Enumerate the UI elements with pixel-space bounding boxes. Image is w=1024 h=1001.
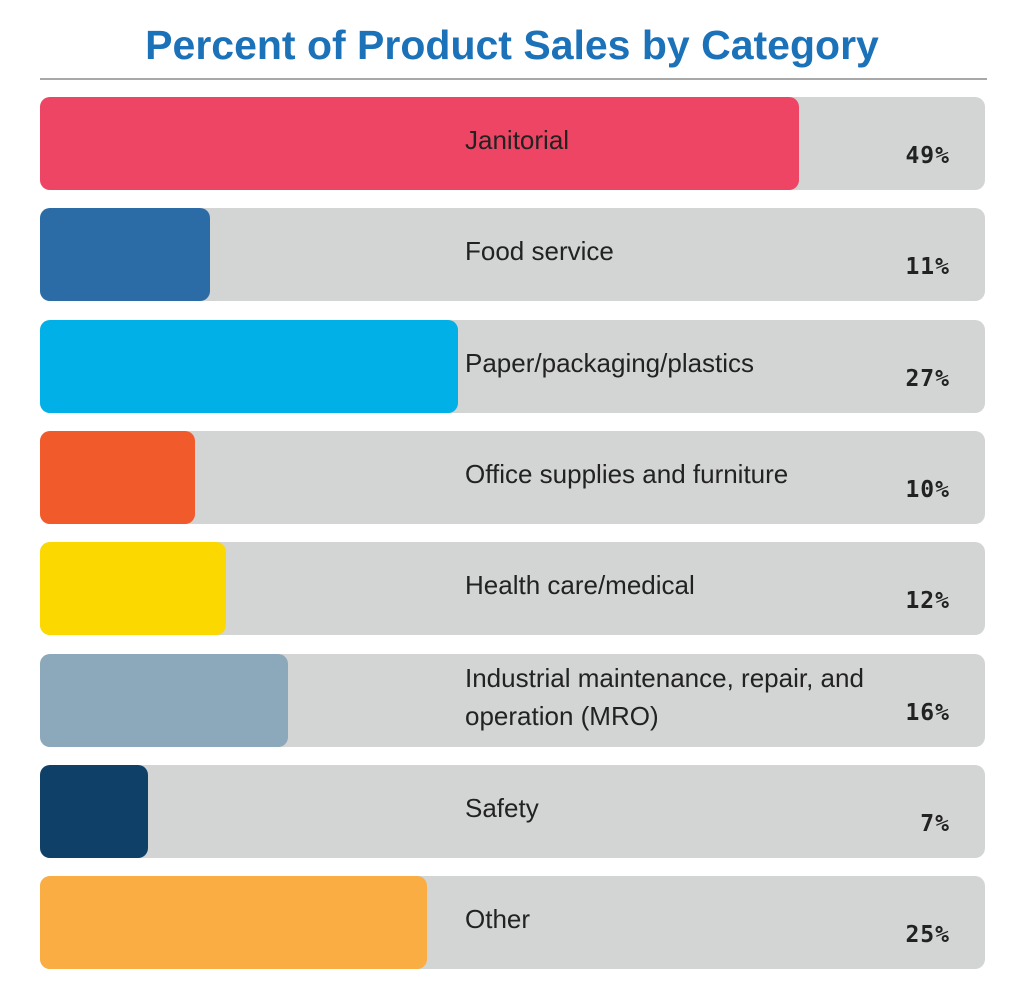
bar-track: Safety 7% [40, 764, 985, 858]
bar [40, 876, 428, 970]
bar-track: Health care/medical 12% [40, 542, 985, 636]
category-label: Janitorial [465, 125, 570, 155]
value-label: 7% [920, 810, 950, 837]
bar [40, 430, 195, 524]
category-label: Health care/medical [465, 570, 695, 601]
value-label: 16% [905, 699, 950, 726]
category-label: Food service [465, 236, 614, 267]
bar [40, 542, 226, 636]
value-label: 25% [905, 922, 950, 949]
value-label: 11% [905, 254, 950, 281]
bar-track: Janitorial 49% [40, 97, 985, 190]
category-label: Safety [465, 792, 539, 823]
bar-track: Paper/packaging/plastics 27% [40, 319, 985, 413]
category-label: Industrial maintenance, repair, and oper… [465, 662, 864, 731]
category-label: Other [465, 904, 531, 935]
bar [40, 319, 459, 413]
value-label: 49% [905, 143, 950, 169]
value-label: 27% [905, 365, 950, 392]
category-label: Paper/packaging/plastics [465, 347, 755, 378]
bar-track: Industrial maintenance, repair, and oper… [40, 653, 985, 747]
bar [40, 208, 211, 302]
bar [40, 97, 800, 190]
value-label: 12% [905, 588, 950, 615]
category-label: Office supplies and furniture [465, 458, 789, 489]
bar-track: Other 25% [40, 876, 985, 970]
value-label: 10% [905, 476, 950, 503]
bar [40, 653, 288, 747]
bar-track: Food service 11% [40, 208, 985, 302]
title-rule [40, 78, 987, 80]
bar-track: Office supplies and furniture 10% [40, 430, 985, 524]
bar [40, 764, 149, 858]
chart-title: Percent of Product Sales by Category [145, 22, 879, 68]
